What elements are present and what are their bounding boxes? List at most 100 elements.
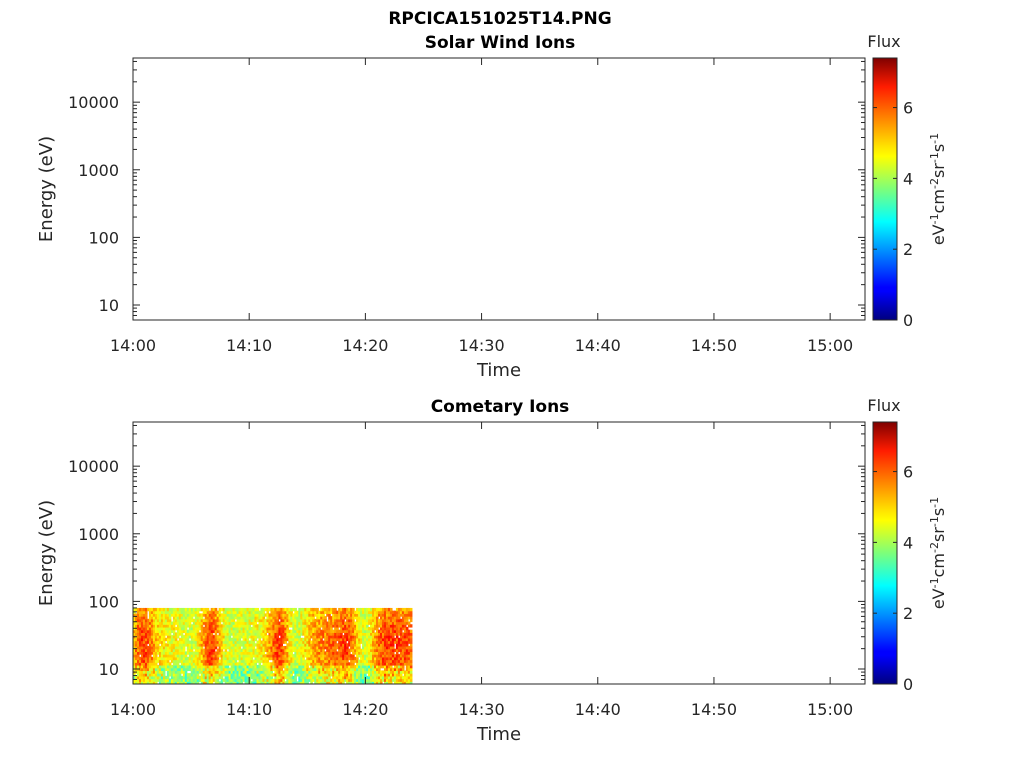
heatmap-cell (278, 681, 281, 684)
heatmap-cell (381, 645, 385, 650)
heatmap-cell (308, 621, 311, 625)
heatmap-cell (300, 618, 303, 623)
heatmap-cell (176, 645, 180, 650)
heatmap-cell (252, 643, 256, 647)
heatmap-cell (389, 621, 393, 625)
heatmap-cell (304, 675, 307, 680)
heatmap-cell (370, 645, 373, 650)
heatmap-cell (164, 618, 168, 623)
heatmap-cell (296, 667, 299, 672)
heatmap-cell (290, 654, 293, 658)
heatmap-cell (401, 618, 405, 623)
heatmap-cell (328, 651, 331, 655)
heatmap-cell (222, 670, 226, 674)
heatmap-cell (172, 616, 176, 620)
heatmap-cell (256, 624, 260, 628)
heatmap-cell (156, 607, 160, 612)
heatmap-cell (336, 651, 339, 655)
heatmap-cell (376, 664, 379, 669)
heatmap-cell (377, 654, 381, 658)
heatmap-cell (360, 640, 363, 644)
heatmap-cell (306, 662, 309, 666)
heatmap-cell (389, 651, 393, 655)
heatmap-cell (194, 664, 198, 669)
heatmap-cell (358, 667, 361, 672)
heatmap-cell (395, 616, 399, 620)
heatmap-cell (184, 618, 188, 623)
heatmap-cell (346, 610, 349, 614)
heatmap-cell (334, 640, 337, 644)
heatmap-cell (244, 673, 248, 677)
heatmap-cell (308, 616, 311, 620)
heatmap-cell (170, 659, 174, 663)
heatmap-cell (216, 621, 220, 625)
heatmap-cell (204, 681, 208, 684)
y-tick-label: 100 (88, 592, 119, 611)
heatmap-cell (220, 645, 224, 650)
heatmap-cell (372, 645, 375, 650)
heatmap-cell (403, 651, 407, 655)
heatmap-cell (387, 629, 391, 633)
heatmap-cell (146, 659, 150, 663)
heatmap-cell (144, 607, 148, 612)
heatmap-cell (288, 645, 291, 650)
heatmap-cell (148, 626, 152, 631)
heatmap-cell (166, 635, 170, 639)
heatmap-cell (274, 643, 278, 647)
heatmap-cell (172, 659, 176, 663)
heatmap-cell (136, 662, 140, 666)
heatmap-cell (306, 659, 309, 663)
heatmap-cell (381, 632, 385, 636)
heatmap-cell (342, 675, 345, 680)
heatmap-cell (198, 651, 202, 655)
heatmap-cell (334, 621, 337, 625)
heatmap-cell (352, 613, 355, 617)
heatmap-cell (144, 678, 148, 682)
heatmap-cell (222, 673, 226, 677)
heatmap-cell (250, 637, 254, 642)
heatmap-cell (176, 662, 180, 666)
heatmap-cell (180, 640, 184, 644)
heatmap-cell (358, 670, 361, 674)
heatmap-cell (202, 613, 206, 617)
heatmap-cell (407, 645, 411, 650)
heatmap-cell (244, 607, 248, 612)
heatmap-cell (170, 670, 174, 674)
heatmap-cell (250, 667, 254, 672)
heatmap-cell (166, 681, 170, 684)
heatmap-cell (385, 673, 389, 677)
heatmap-cell (200, 640, 204, 644)
heatmap-cell (246, 662, 250, 666)
heatmap-cell (302, 637, 305, 642)
heatmap-cell (188, 648, 192, 653)
heatmap-cell (286, 635, 289, 639)
heatmap-cell (405, 643, 409, 647)
heatmap-cell (276, 637, 280, 642)
heatmap-cell (250, 670, 254, 674)
heatmap-cell (158, 607, 162, 612)
heatmap-cell (395, 635, 399, 639)
heatmap-cell (240, 662, 244, 666)
heatmap-cell (370, 607, 373, 612)
heatmap-cell (334, 675, 337, 680)
heatmap-cell (262, 610, 266, 614)
heatmap-cell (312, 643, 315, 647)
heatmap-cell (222, 662, 226, 666)
heatmap-cell (258, 662, 262, 666)
heatmap-cell (142, 675, 146, 680)
heatmap-cell (152, 654, 156, 658)
heatmap-cell (312, 670, 315, 674)
heatmap-cell (389, 624, 393, 628)
heatmap-cell (272, 616, 276, 620)
heatmap-cell (397, 664, 401, 669)
heatmap-cell (372, 637, 375, 642)
heatmap-cell (312, 659, 315, 663)
heatmap-cell (150, 621, 154, 625)
heatmap-cell (379, 673, 383, 677)
heatmap-cell (182, 637, 186, 642)
heatmap-cell (272, 648, 276, 653)
heatmap-cell (244, 629, 248, 633)
heatmap-cell (214, 637, 218, 642)
heatmap-cell (276, 624, 280, 628)
heatmap-cell (228, 613, 232, 617)
